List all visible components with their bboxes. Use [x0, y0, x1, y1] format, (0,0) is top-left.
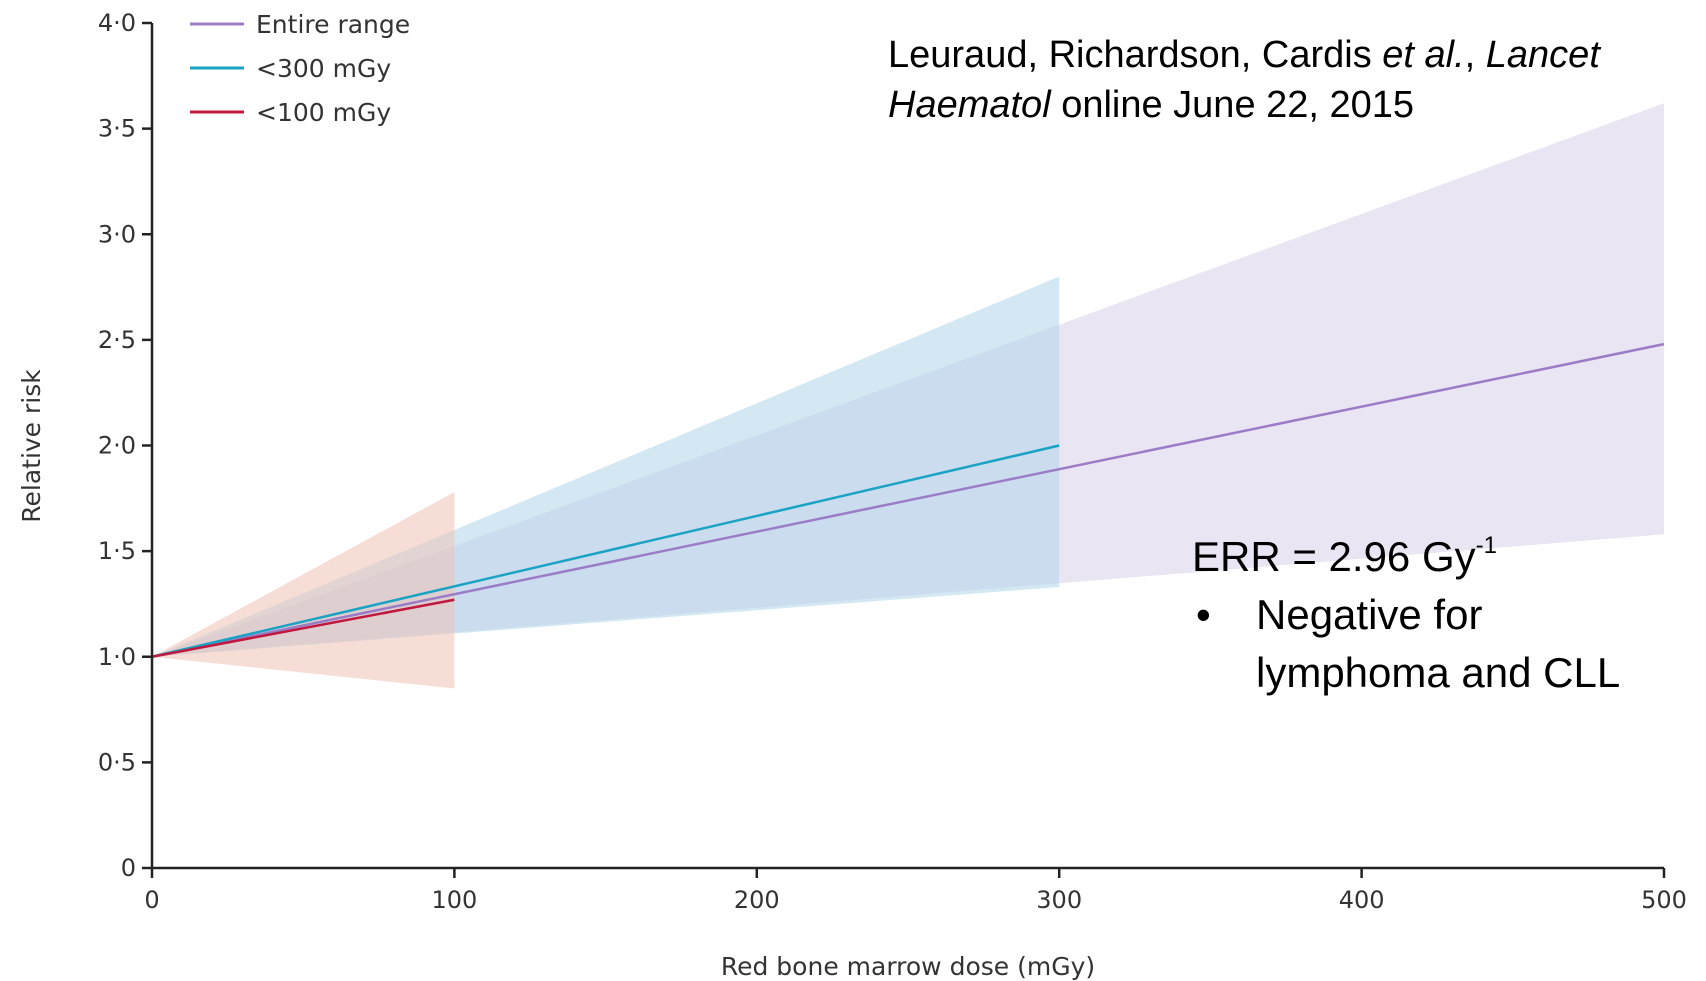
citation-journal-part-1: Lancet — [1485, 34, 1600, 76]
bullet-text-line-2: lymphoma and CLL — [1256, 649, 1621, 696]
axis-ticks: 0 100 200 300 400 500 0 0·5 1·0 1·5 2·0 2·5 3·0 3·5 4·… — [98, 9, 1687, 914]
citation-journal-part-2: Haematol — [888, 84, 1051, 126]
bullet-mark: • — [1196, 591, 1211, 638]
y-tick-label: 1·5 — [98, 537, 136, 565]
bullet-text: Negative for lymphoma and CLL — [1256, 586, 1620, 702]
citation-date: online June 22, 2015 — [1050, 84, 1415, 126]
y-tick-label: 2·0 — [98, 432, 136, 460]
line-300-mgy — [151, 444, 1060, 658]
x-tick-label: 300 — [1036, 886, 1082, 914]
x-tick-label: 400 — [1339, 886, 1385, 914]
line-entire-range — [151, 342, 1665, 658]
line-100-mgy — [151, 598, 455, 658]
x-axis-title: Red bone marrow dose (mGy) — [721, 952, 1095, 981]
citation-line-2: Haematol online June 22, 2015 — [888, 80, 1706, 130]
citation: Leuraud, Richardson, Cardis et al., Lanc… — [888, 30, 1706, 130]
citation-authors: Leuraud, Richardson, Cardis — [888, 34, 1383, 76]
y-tick-label: 4·0 — [98, 9, 136, 37]
citation-line-1: Leuraud, Richardson, Cardis et al., Lanc… — [888, 30, 1706, 80]
err-text: ERR = 2.96 Gy — [1192, 533, 1476, 580]
bullet-text-line-1: Negative for — [1256, 591, 1483, 638]
err-line: ERR = 2.96 Gy-1 — [1192, 528, 1706, 586]
legend-label-100-mgy: <100 mGy — [256, 98, 391, 127]
x-tick-label: 500 — [1641, 886, 1687, 914]
band-100-mgy — [152, 491, 455, 689]
y-tick-label: 2·5 — [98, 326, 136, 354]
y-axis-title: Relative risk — [17, 369, 46, 523]
x-tick-label: 200 — [734, 886, 780, 914]
y-tick-label: 3·0 — [98, 220, 136, 248]
citation-separator: , — [1464, 34, 1486, 76]
y-tick-label: 0·5 — [98, 748, 136, 776]
x-tick-label: 100 — [431, 886, 477, 914]
y-tick-label: 1·0 — [98, 643, 136, 671]
series-lines — [151, 342, 1665, 658]
err-annotation: ERR = 2.96 Gy-1 • Negative for lymphoma … — [1192, 528, 1706, 702]
y-tick-label: 0 — [121, 854, 136, 882]
legend-label-300-mgy: <300 mGy — [256, 54, 391, 83]
y-tick-label: 3·5 — [98, 115, 136, 143]
legend-label-entire-range: Entire range — [256, 10, 410, 39]
err-superscript: -1 — [1475, 532, 1497, 559]
legend: Entire range <300 mGy <100 mGy — [190, 10, 410, 127]
bullet-item: • Negative for lymphoma and CLL — [1192, 586, 1706, 702]
citation-et-al: et al. — [1382, 34, 1465, 76]
band-entire-range — [152, 103, 1664, 657]
x-tick-label: 0 — [144, 886, 159, 914]
